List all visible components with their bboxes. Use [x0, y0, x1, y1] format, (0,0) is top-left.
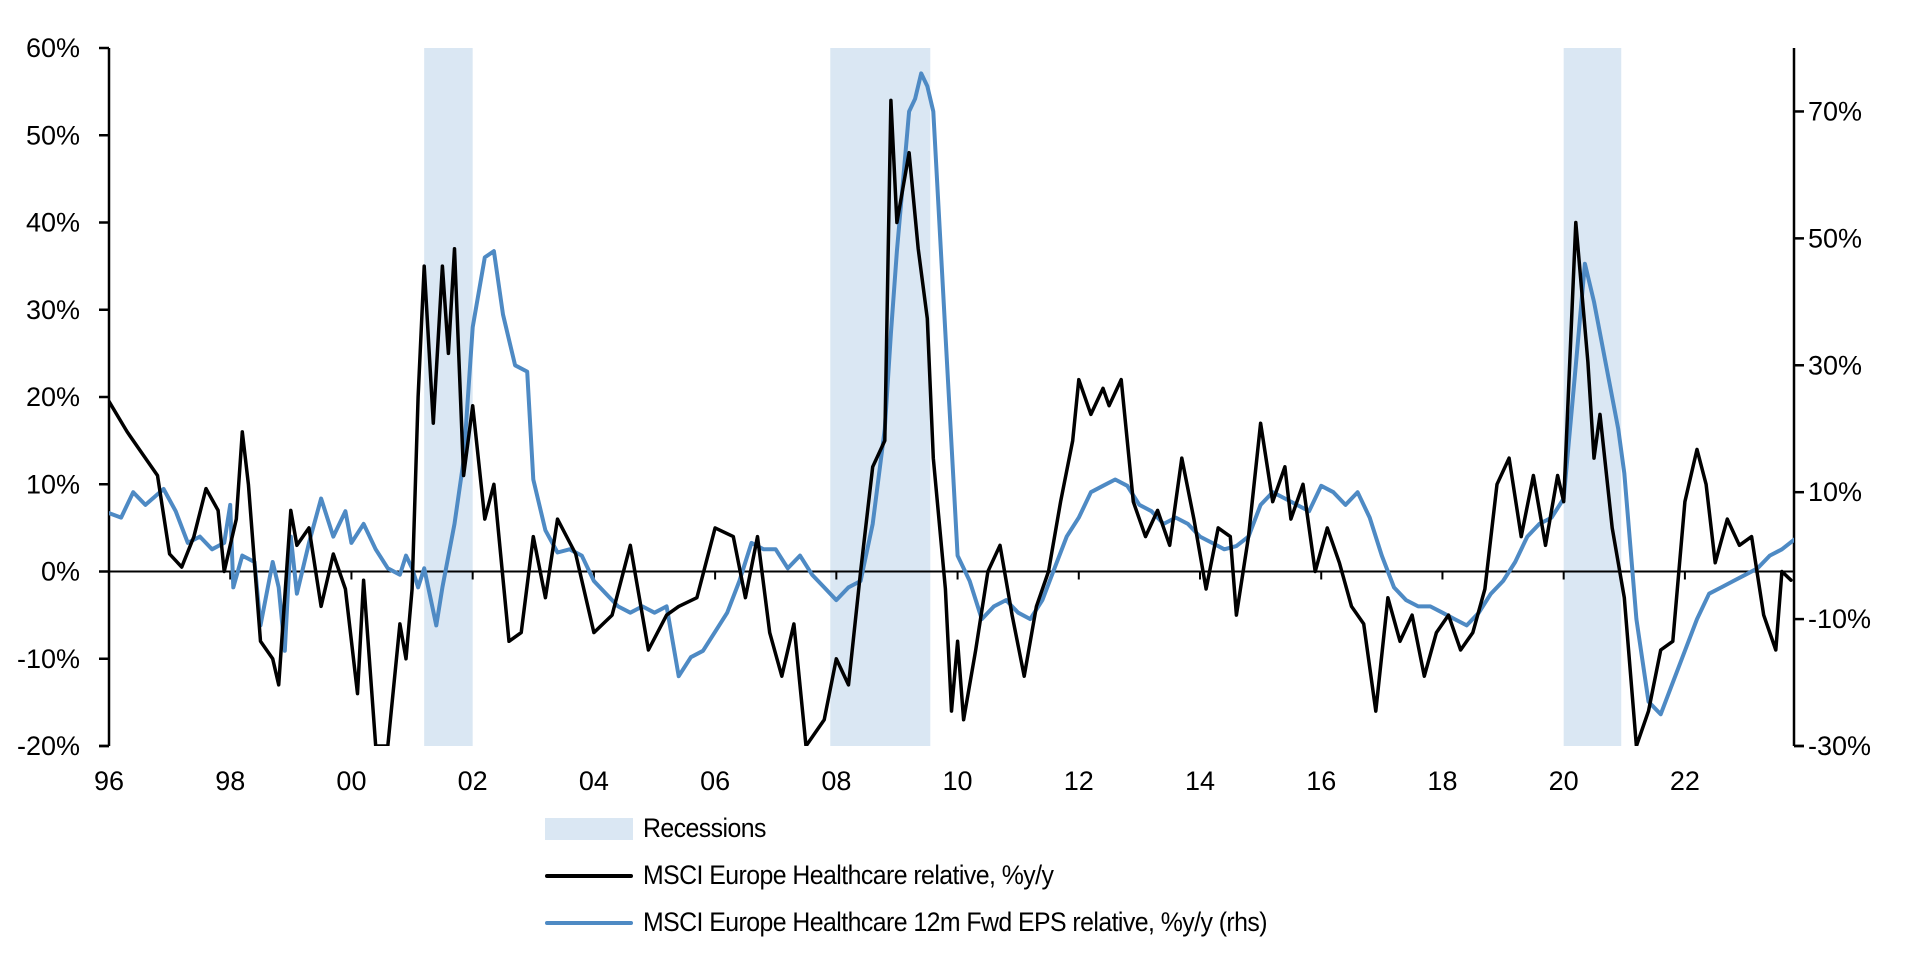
- legend-item-recessions: Recessions: [545, 805, 1321, 852]
- right-axis-tick-label: 70%: [1808, 96, 1862, 126]
- x-axis-tick-label: 96: [94, 766, 124, 796]
- right-axis-tick-label: -30%: [1808, 731, 1871, 761]
- legend-item-eps-relative: MSCI Europe Healthcare 12m Fwd EPS relat…: [545, 899, 1321, 946]
- left-axis-tick-label: 60%: [26, 33, 80, 63]
- axes: [99, 46, 1804, 748]
- x-axis-tick-label: 06: [700, 766, 730, 796]
- x-axis-tick-label: 02: [458, 766, 488, 796]
- x-axis-tick-label: 08: [821, 766, 851, 796]
- legend-item-price-relative: MSCI Europe Healthcare relative, %y/y: [545, 852, 1321, 899]
- right-axis-tick-label: 10%: [1808, 477, 1862, 507]
- right-axis-tick-label: 30%: [1808, 350, 1862, 380]
- left-axis-tick-label: 0%: [41, 557, 80, 587]
- left-axis-tick-label: 10%: [26, 469, 80, 499]
- x-axis-tick-label: 10: [943, 766, 973, 796]
- legend-swatch-blue-line: [545, 920, 633, 925]
- x-axis-tick-label: 14: [1185, 766, 1215, 796]
- x-axis-tick-label: 18: [1427, 766, 1457, 796]
- x-axis-tick-label: 16: [1306, 766, 1336, 796]
- x-axis-tick-label: 98: [215, 766, 245, 796]
- legend-swatch-black-line: [545, 873, 633, 878]
- right-axis-tick-label: -10%: [1808, 604, 1871, 634]
- recession-bands: [424, 48, 1622, 746]
- x-axis-tick-label: 12: [1064, 766, 1094, 796]
- left-axis-tick-label: -20%: [17, 731, 80, 761]
- x-axis-tick-label: 00: [336, 766, 366, 796]
- series-line-price-relative: [109, 98, 1793, 746]
- legend-label: Recessions: [643, 813, 766, 843]
- legend-swatch-recessions: [545, 817, 633, 840]
- x-axis-tick-label: 22: [1670, 766, 1700, 796]
- right-axis-tick-label: 50%: [1808, 223, 1862, 253]
- left-axis-tick-label: -10%: [17, 644, 80, 674]
- tick-labels: -20% -10% 0% 10% 20% 30% 40% 50% 60% -30% -10% 10% 3…: [17, 33, 1871, 796]
- left-axis-tick-label: 20%: [26, 382, 80, 412]
- legend-label: MSCI Europe Healthcare 12m Fwd EPS relat…: [643, 907, 1268, 937]
- legend-label: MSCI Europe Healthcare relative, %y/y: [643, 860, 1054, 890]
- recession-band: [830, 48, 931, 746]
- x-axis-tick-label: 20: [1549, 766, 1579, 796]
- left-axis-tick-label: 40%: [26, 208, 80, 238]
- series-line-eps-relative: [109, 71, 1794, 717]
- series-lines: [109, 71, 1794, 746]
- legend: Recessions MSCI Europe Healthcare relati…: [545, 805, 1321, 946]
- left-axis-tick-label: 30%: [26, 295, 80, 325]
- left-axis-tick-label: 50%: [26, 120, 80, 150]
- x-axis-tick-label: 04: [579, 766, 609, 796]
